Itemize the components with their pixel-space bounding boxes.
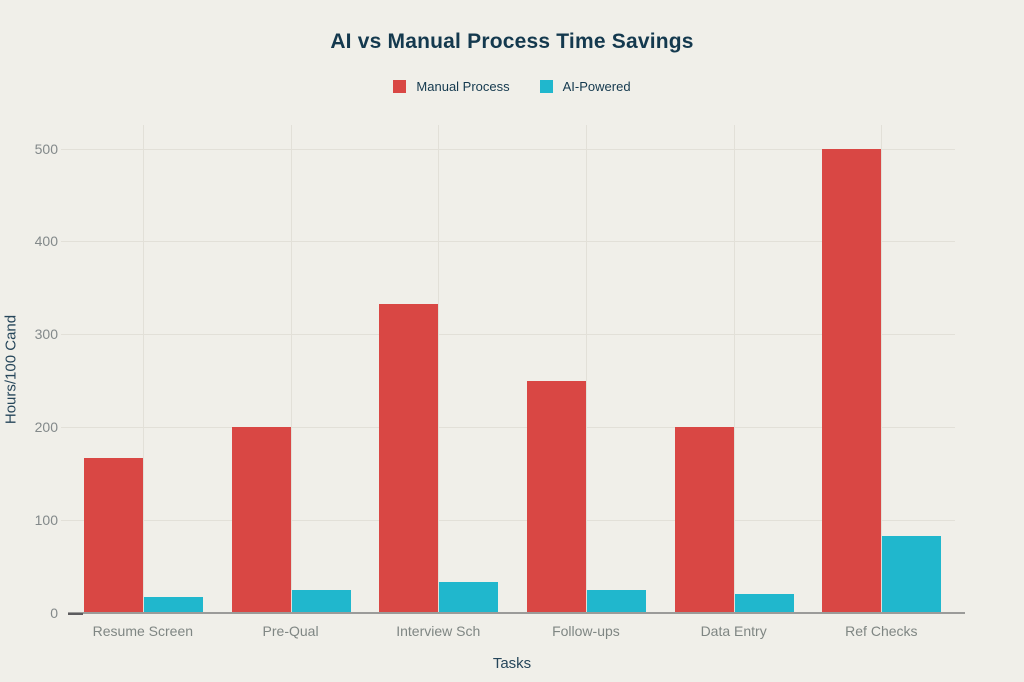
y-tick-label: 400 [34, 233, 58, 250]
bar-ai-powered-2 [291, 589, 351, 613]
bar-manual-process-3 [379, 303, 439, 613]
y-axis-tick [61, 520, 69, 522]
y-axis-tick [61, 427, 69, 429]
bar-ai-powered-5 [734, 594, 794, 613]
y-axis-tick [61, 241, 69, 243]
legend: Manual Process AI-Powered [0, 79, 1024, 94]
gridline-horizontal [69, 148, 955, 150]
y-axis-tick [61, 334, 69, 336]
bar-manual-process-1 [83, 457, 143, 613]
bar-manual-process-6 [822, 148, 882, 613]
gridline-vertical [881, 125, 883, 613]
legend-label-manual-process: Manual Process [416, 79, 510, 94]
gridline-horizontal [69, 427, 955, 429]
y-axis-tick [61, 148, 69, 150]
bar-manual-process-5 [674, 427, 734, 613]
gridline-horizontal [69, 520, 955, 522]
y-tick-label: 500 [34, 140, 58, 157]
bar-ai-powered-4 [586, 589, 646, 613]
bar-ai-powered-6 [882, 535, 942, 613]
legend-label-ai-powered: AI-Powered [562, 79, 631, 94]
gridline-horizontal [69, 334, 955, 336]
gridline-vertical [733, 125, 735, 613]
legend-swatch-manual-process [393, 80, 407, 93]
x-category-label: Data Entry [700, 623, 767, 639]
gridline-vertical [142, 125, 144, 613]
legend-item-ai-powered: AI-Powered [539, 79, 631, 94]
x-category-label: Resume Screen [92, 623, 194, 639]
x-category-label: Ref Checks [845, 623, 918, 639]
legend-item-manual-process: Manual Process [393, 79, 510, 94]
chart-title: AI vs Manual Process Time Savings [330, 30, 694, 53]
y-tick-label: 0 [50, 605, 58, 621]
gridline-vertical [585, 125, 587, 613]
y-axis-title: Hours/100 Cand [2, 314, 20, 425]
x-axis-line [68, 612, 965, 614]
plot-area [68, 120, 965, 614]
y-axis-tick [68, 613, 83, 615]
legend-swatch-ai-powered [539, 80, 553, 93]
x-category-label: Follow-ups [552, 623, 620, 639]
gridline-vertical [290, 125, 292, 613]
gridline-horizontal [69, 241, 955, 243]
x-axis-title: Tasks [492, 655, 532, 672]
bar-manual-process-4 [526, 380, 586, 613]
x-category-label: Pre-Qual [262, 623, 319, 639]
bar-manual-process-2 [231, 427, 291, 613]
y-tick-label: 300 [34, 326, 58, 343]
bar-ai-powered-3 [439, 582, 499, 613]
gridline-vertical [438, 125, 440, 613]
y-tick-label: 200 [34, 419, 58, 436]
x-category-label: Interview Sch [396, 623, 481, 639]
y-tick-label: 100 [34, 512, 58, 529]
bar-ai-powered-1 [143, 597, 203, 613]
